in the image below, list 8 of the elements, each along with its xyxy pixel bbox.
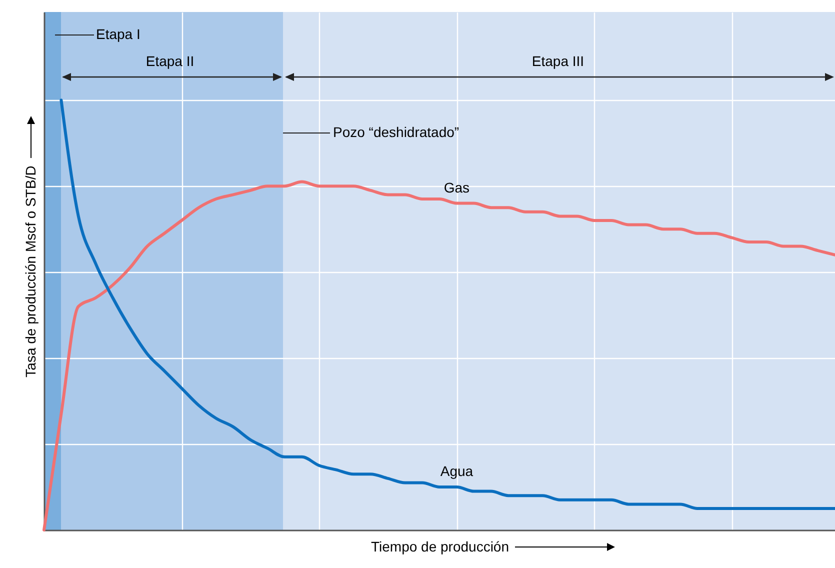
x-axis-title: Tiempo de producción <box>370 538 510 554</box>
text: Etapa III <box>532 53 584 69</box>
series-label: Gas <box>444 179 470 196</box>
y-axis-title: Tasa de producción Mscf o STB/D <box>22 166 38 378</box>
text: Etapa II <box>146 53 194 69</box>
series-label: Agua <box>440 463 474 480</box>
text: Etapa I <box>96 26 140 42</box>
annotation: Pozo “deshidratado” <box>333 124 460 140</box>
